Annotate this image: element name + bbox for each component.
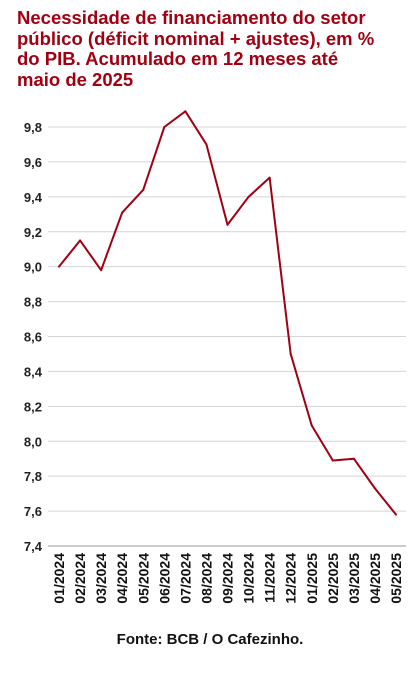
data-point [163, 126, 166, 128]
x-tick-label: 01/2025 [304, 553, 320, 604]
x-tick-label: 02/2025 [325, 553, 341, 604]
chart-title-line: maio de 2025 [17, 68, 134, 90]
y-tick-label: 8,8 [24, 295, 42, 310]
x-tick-label: 04/2025 [367, 553, 383, 604]
chart-title-line: Necessidade de financiamento do setor [17, 7, 366, 28]
chart-title: Necessidade de financiamento do setor pú… [17, 7, 412, 90]
y-tick-label: 9,0 [24, 260, 42, 275]
x-tick-label: 06/2024 [156, 553, 172, 604]
data-point [373, 487, 376, 490]
y-axis-tick-labels: 7,4 7,6 7,8 8,0 8,2 8,4 8,6 8,8 9,0 9,2 9,4 9,6 9,8 [24, 120, 43, 554]
x-tick-label: 02/2024 [72, 553, 88, 604]
x-tick-label: 04/2024 [114, 553, 130, 604]
x-tick-label: 01/2024 [51, 553, 67, 604]
x-tick-label: 10/2024 [241, 553, 257, 604]
data-point [121, 211, 124, 214]
x-tick-label: 03/2024 [93, 553, 109, 604]
x-tick-label: 08/2024 [198, 553, 214, 604]
y-tick-label: 8,2 [24, 399, 42, 414]
data-point [247, 195, 250, 198]
y-tick-label: 9,6 [24, 155, 42, 170]
y-tick-label: 7,8 [24, 469, 42, 484]
y-tick-label: 9,2 [24, 225, 42, 240]
x-tick-label: 12/2024 [283, 553, 299, 604]
data-point [79, 239, 82, 242]
data-point [58, 265, 60, 268]
y-tick-label: 7,4 [24, 539, 43, 554]
data-point [352, 457, 355, 460]
gridlines [48, 126, 406, 547]
data-point [184, 110, 187, 113]
x-tick-label: 09/2024 [220, 553, 236, 604]
data-point [142, 188, 145, 191]
data-point [205, 143, 208, 146]
x-tick-label: 05/2024 [135, 553, 151, 604]
data-point [395, 513, 397, 516]
data-point [226, 223, 229, 226]
x-tick-label: 07/2024 [177, 553, 193, 604]
y-tick-label: 9,4 [24, 190, 43, 205]
x-tick-label: 05/2025 [388, 553, 404, 604]
data-point [268, 176, 271, 179]
y-tick-label: 8,4 [24, 364, 43, 379]
y-tick-label: 9,8 [24, 120, 42, 135]
series-line [58, 110, 397, 516]
source-note: Fonte: BCB / O Cafezinho. [116, 631, 304, 648]
y-tick-label: 8,0 [24, 434, 42, 449]
x-axis-tick-labels: 01/2024 02/2024 03/2024 04/2024 05/2024 06/20… [51, 553, 404, 604]
data-point [331, 459, 334, 462]
y-tick-label: 7,6 [24, 504, 42, 519]
data-point [289, 352, 292, 355]
data-point [100, 269, 103, 272]
data-series [58, 110, 397, 516]
x-tick-label: 03/2025 [346, 553, 362, 604]
x-tick-label: 11/2024 [262, 553, 278, 603]
chart-title-line: público (déficit nominal + ajustes), em … [17, 27, 375, 49]
chart-title-line: do PIB. Acumulado em 12 meses até [17, 48, 339, 69]
data-point [310, 424, 313, 427]
y-tick-label: 8,6 [24, 330, 42, 345]
